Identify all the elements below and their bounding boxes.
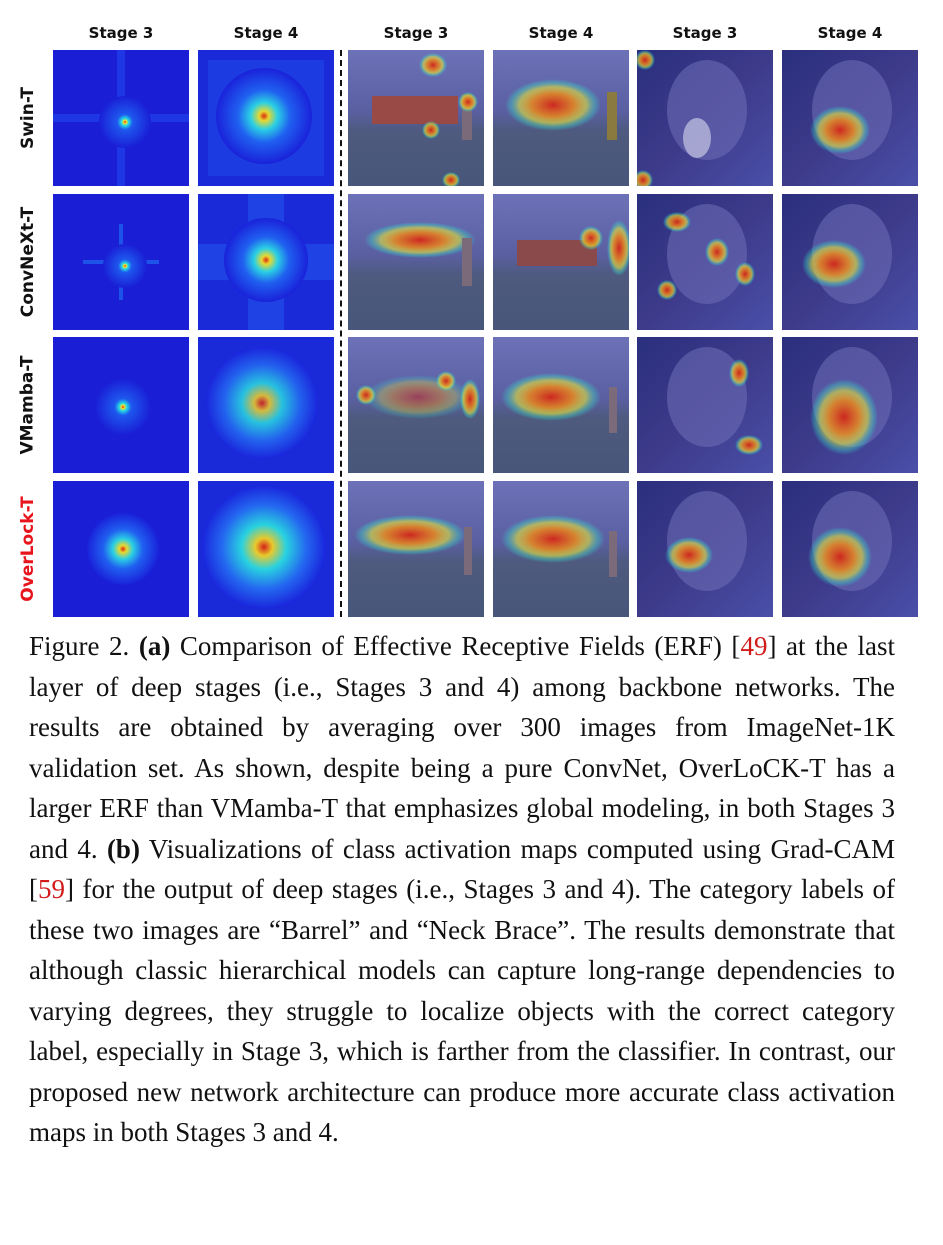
figure-label: Figure 2. [29,631,130,661]
cam-neck-convnext-stage4 [782,194,918,330]
erf-map-convnext-stage3 [53,194,189,330]
panel-divider [340,50,342,617]
row-label-vmamba: VMamba-T [18,355,38,455]
column-header-barrel-stage4: Stage 4 [528,24,594,42]
cam-neck-vmamba-stage4 [782,337,918,473]
row-label-convnext: ConvNeXt-T [18,206,39,318]
row-label-overlock: OverLock-T [18,496,38,602]
cam-barrel-vmamba-stage4 [493,337,629,473]
part-b-text-2: ] for the output of deep stages (i.e., S… [29,874,895,1147]
part-a-label: (a) [138,631,171,661]
cam-barrel-swin-stage3 [348,50,484,186]
part-b-text-1: Visualizations of class activation maps … [29,833,895,905]
cam-neck-vmamba-stage3 [637,337,773,473]
cam-barrel-overlock-stage4 [493,481,629,617]
cam-barrel-overlock-stage3 [348,481,484,617]
column-header-neck-stage3: Stage 3 [672,24,738,42]
column-header-erf-stage3: Stage 3 [88,24,154,42]
cam-neck-overlock-stage4 [782,481,918,617]
part-b-label: (b) [106,833,140,864]
erf-map-overlock-stage3 [53,481,189,617]
erf-map-vmamba-stage3 [53,337,189,473]
cam-barrel-convnext-stage3 [348,194,484,330]
erf-map-swin-stage3 [53,50,189,186]
citation-link-59[interactable]: 59 [38,874,65,904]
part-a-text-1: Comparison of Effective Receptive Fields… [170,631,741,661]
cam-barrel-convnext-stage4 [493,194,629,330]
row-label-swin: Swin-T [18,86,39,150]
part-a-text-2: ] at the last layer of deep stages (i.e.… [29,631,895,864]
cam-barrel-swin-stage4 [493,50,629,186]
cam-neck-swin-stage4 [782,50,918,186]
erf-map-overlock-stage4 [198,481,334,617]
figure-caption: Figure 2. (a) Comparison of Effective Re… [29,626,895,1153]
erf-map-vmamba-stage4 [198,337,334,473]
cam-neck-convnext-stage3 [637,194,773,330]
cam-neck-overlock-stage3 [637,481,773,617]
cam-barrel-vmamba-stage3 [348,337,484,473]
column-header-erf-stage4: Stage 4 [233,24,299,42]
column-header-barrel-stage3: Stage 3 [383,24,449,42]
cam-neck-swin-stage3 [637,50,773,186]
citation-link-49[interactable]: 49 [740,631,768,661]
column-header-neck-stage4: Stage 4 [817,24,883,42]
erf-map-swin-stage4 [198,50,334,186]
erf-map-convnext-stage4 [198,194,334,330]
